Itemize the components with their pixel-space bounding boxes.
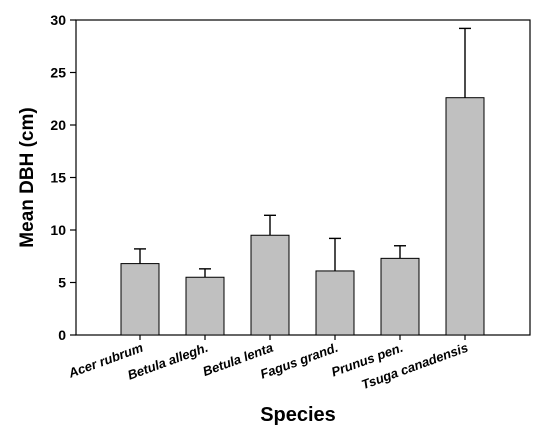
y-axis: 0 5 10 15 20 25 30 xyxy=(50,12,76,343)
bar xyxy=(315,270,355,336)
bar xyxy=(250,234,290,336)
y-tick-label: 10 xyxy=(50,222,66,238)
y-tick-label: 0 xyxy=(58,327,66,343)
bar xyxy=(380,257,420,336)
bar xyxy=(445,97,485,336)
y-axis-title: Mean DBH (cm) xyxy=(17,107,38,247)
bar-series xyxy=(120,27,485,336)
y-tick-label: 25 xyxy=(50,65,66,81)
bar xyxy=(120,263,160,336)
bar xyxy=(185,276,225,336)
x-axis-title: Species xyxy=(260,404,336,426)
y-tick-label: 5 xyxy=(58,275,66,291)
y-tick-label: 20 xyxy=(50,117,66,133)
y-tick-label: 15 xyxy=(50,170,66,186)
y-tick-label: 30 xyxy=(50,12,66,28)
